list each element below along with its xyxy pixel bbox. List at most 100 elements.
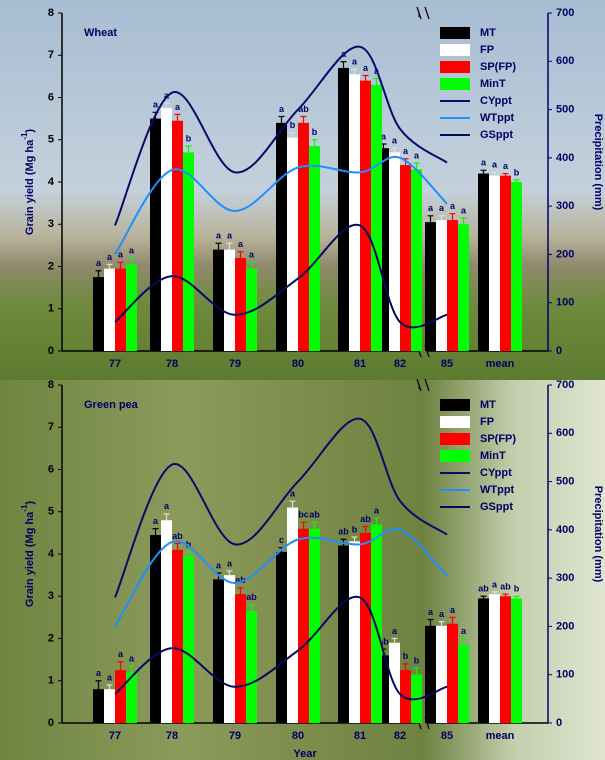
y2-tick-label: 200 [556,248,574,260]
y-axis-label-part: ) [24,501,36,505]
legend-swatch [440,399,470,411]
x-tick-label: 81 [354,358,366,370]
significance-letter: a [374,505,380,515]
y2-tick-label: 500 [556,475,574,487]
x-tick-label: 79 [229,358,241,370]
significance-letter: a [96,668,102,678]
bar [115,670,126,723]
bar [360,81,371,351]
y2-tick-label: 400 [556,152,574,164]
bar [425,222,436,351]
y-axis-label-part: Grain yield (Mg ha [24,139,36,235]
x-tick-label: 77 [109,730,121,742]
y2-tick-label: 700 [556,379,574,391]
error-bar [249,262,255,268]
error-bar [164,103,170,108]
legend-label: FP [480,416,494,428]
significance-letter: a [439,203,445,213]
error-bar [461,218,467,224]
significance-letter: b [186,133,192,143]
error-bar [450,617,456,623]
y-tick-label: 2 [48,260,54,272]
significance-letter: a [492,160,498,170]
x-tick-label: 80 [292,358,304,370]
error-bar [96,271,102,277]
error-bar [352,69,358,74]
bar [338,546,349,723]
legend-label: GSppt [480,501,513,513]
error-bar [392,148,398,152]
bar [104,269,115,351]
error-bar [216,243,222,249]
bar [93,277,104,351]
bar [224,250,235,351]
significance-letter: ab [360,514,371,524]
legend-label: WTppt [480,112,515,124]
bar [298,529,309,723]
significance-letter: b [403,651,409,661]
y-tick-label: 0 [48,717,54,729]
error-bar [403,664,409,670]
error-bar [290,133,296,138]
significance-letter: b [352,524,358,534]
error-bar [461,639,467,645]
significance-letter: a [428,203,434,213]
legend-swatch [440,416,470,428]
chart: 0123456780100200300400500600700Grain yie… [0,0,605,760]
x-tick-label: 82 [394,358,406,370]
legend-label: MinT [480,450,506,462]
y2-tick-label: 600 [556,427,574,439]
y2-tick-label: 0 [556,717,562,729]
y-tick-label: 4 [48,176,55,188]
error-bar [153,529,159,535]
bar [489,176,500,351]
error-bar [514,596,520,598]
bar [349,541,360,723]
y2-tick-label: 400 [556,524,574,536]
significance-letter: a [392,626,398,636]
error-bar [186,146,192,152]
error-bar [514,180,520,182]
significance-letter: a [216,560,222,570]
y2-tick-label: 100 [556,669,574,681]
bar [478,598,489,723]
significance-letter: a [118,649,124,659]
error-bar [301,522,307,528]
error-bar [450,214,456,220]
error-bar [129,258,135,264]
error-bar [249,605,255,611]
legend-label: MT [480,399,496,411]
y2-tick-label: 200 [556,620,574,632]
bar [478,174,489,351]
error-bar [118,262,124,268]
error-bar [227,571,233,575]
y2-tick-label: 300 [556,200,574,212]
x-tick-label: 82 [394,730,406,742]
bar [161,108,172,351]
bar [371,85,382,351]
bar [371,524,382,723]
significance-letter: a [503,161,509,171]
legend-swatch [440,61,470,73]
bar [411,169,422,351]
legend-swatch [440,44,470,56]
bar [447,220,458,351]
error-bar [414,668,420,674]
significance-letter: b [414,655,420,665]
error-bar [279,117,285,123]
significance-letter: bc [298,510,309,520]
bar [115,269,126,351]
bar [309,146,320,351]
bar [436,626,447,723]
significance-letter: a [216,231,222,241]
error-bar [186,552,192,556]
significance-letter: a [481,158,487,168]
legend-swatch [440,78,470,90]
bar [458,645,469,723]
bar [172,550,183,723]
y-tick-label: 5 [48,506,54,518]
significance-letter: a [175,102,181,112]
significance-letter: ab [309,510,320,520]
bar [246,611,257,723]
x-tick-label: 79 [229,730,241,742]
